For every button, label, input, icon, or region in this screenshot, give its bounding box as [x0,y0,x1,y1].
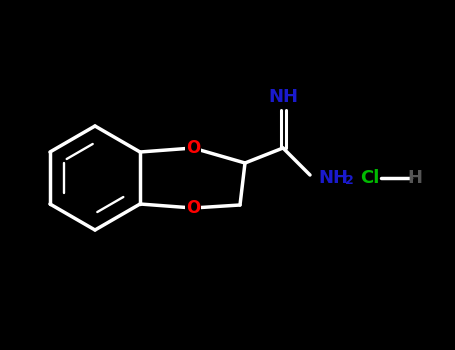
Text: 2: 2 [345,175,354,188]
Text: O: O [186,139,200,157]
Text: Cl: Cl [360,169,379,187]
Text: O: O [186,199,200,217]
Text: NH: NH [268,88,298,106]
Text: NH: NH [318,169,348,187]
Text: H: H [408,169,423,187]
